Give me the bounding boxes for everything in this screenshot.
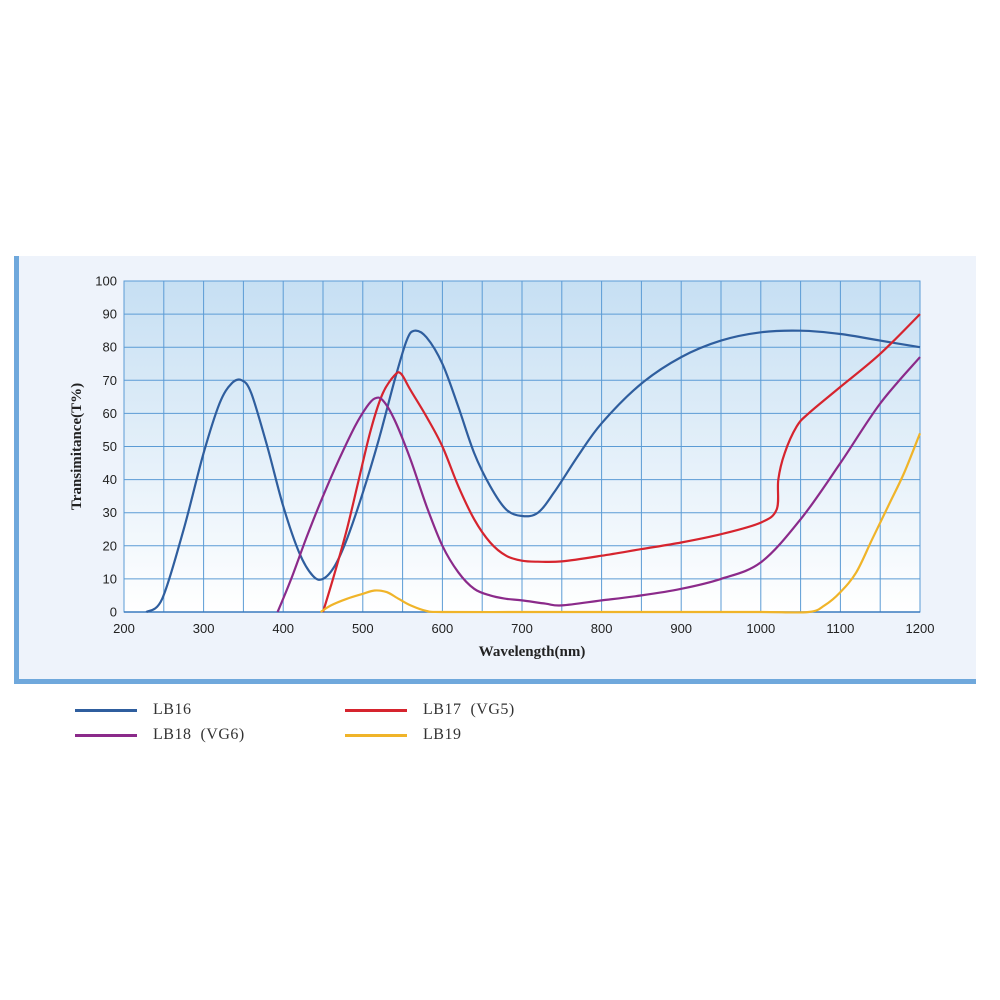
series-line-lb18-vg6 [276,356,921,613]
x-tick-label: 1100 [826,621,854,636]
x-tick-label: 1000 [746,621,775,636]
series-line-lb19 [319,432,922,614]
y-tick-label: 80 [103,340,117,355]
legend-item: LB18 (VG6) [75,724,245,746]
legend-swatch [345,708,407,712]
x-tick-label: 1200 [906,621,935,636]
series-lines [145,313,922,614]
legend-swatch [75,708,137,712]
legend: LB16 LB17 (VG5) LB18 (VG6) LB19 [0,695,1000,755]
legend-label: LB16 [153,701,192,718]
x-axis-label: Wavelength(nm) [479,644,586,660]
y-tick-label: 70 [103,373,117,388]
x-tick-label: 600 [432,621,454,636]
y-tick-label: 90 [103,307,117,322]
legend-swatch [75,733,137,737]
grid-lines [124,281,920,613]
y-tick-label: 100 [95,274,117,289]
series-line-lb16 [145,329,921,613]
y-tick-label: 10 [103,571,117,586]
y-axis-label: Transimitance(T%) [69,383,85,510]
legend-label: LB17 (VG5) [423,701,515,718]
x-tick-label: 500 [352,621,374,636]
transmittance-chart: 200 300 400 500 600 700 800 900 1000 1100 1200 0 10 2… [69,274,934,661]
legend-label: LB19 [423,726,462,743]
tick-labels: 200 300 400 500 600 700 800 900 1000 1100 1200 0 10 2… [95,274,934,637]
legend-item: LB16 [75,699,191,721]
x-tick-label: 900 [670,621,692,636]
legend-swatch [345,733,407,737]
y-tick-label: 20 [103,538,117,553]
y-tick-label: 40 [103,472,117,487]
legend-label: LB18 (VG6) [153,726,245,743]
x-tick-label: 300 [193,621,215,636]
x-tick-label: 700 [511,621,533,636]
x-tick-label: 800 [591,621,613,636]
x-tick-label: 400 [272,621,294,636]
legend-item: LB17 (VG5) [345,699,515,721]
y-tick-label: 30 [103,505,117,520]
x-tick-label: 200 [113,621,135,636]
series-line-lb17-vg5 [321,313,921,613]
y-tick-label: 0 [110,605,117,620]
legend-item: LB19 [345,724,461,746]
y-tick-label: 50 [103,439,117,454]
chart-panel: 200 300 400 500 600 700 800 900 1000 1100 1200 0 10 2… [14,256,976,684]
y-tick-label: 60 [103,406,117,421]
